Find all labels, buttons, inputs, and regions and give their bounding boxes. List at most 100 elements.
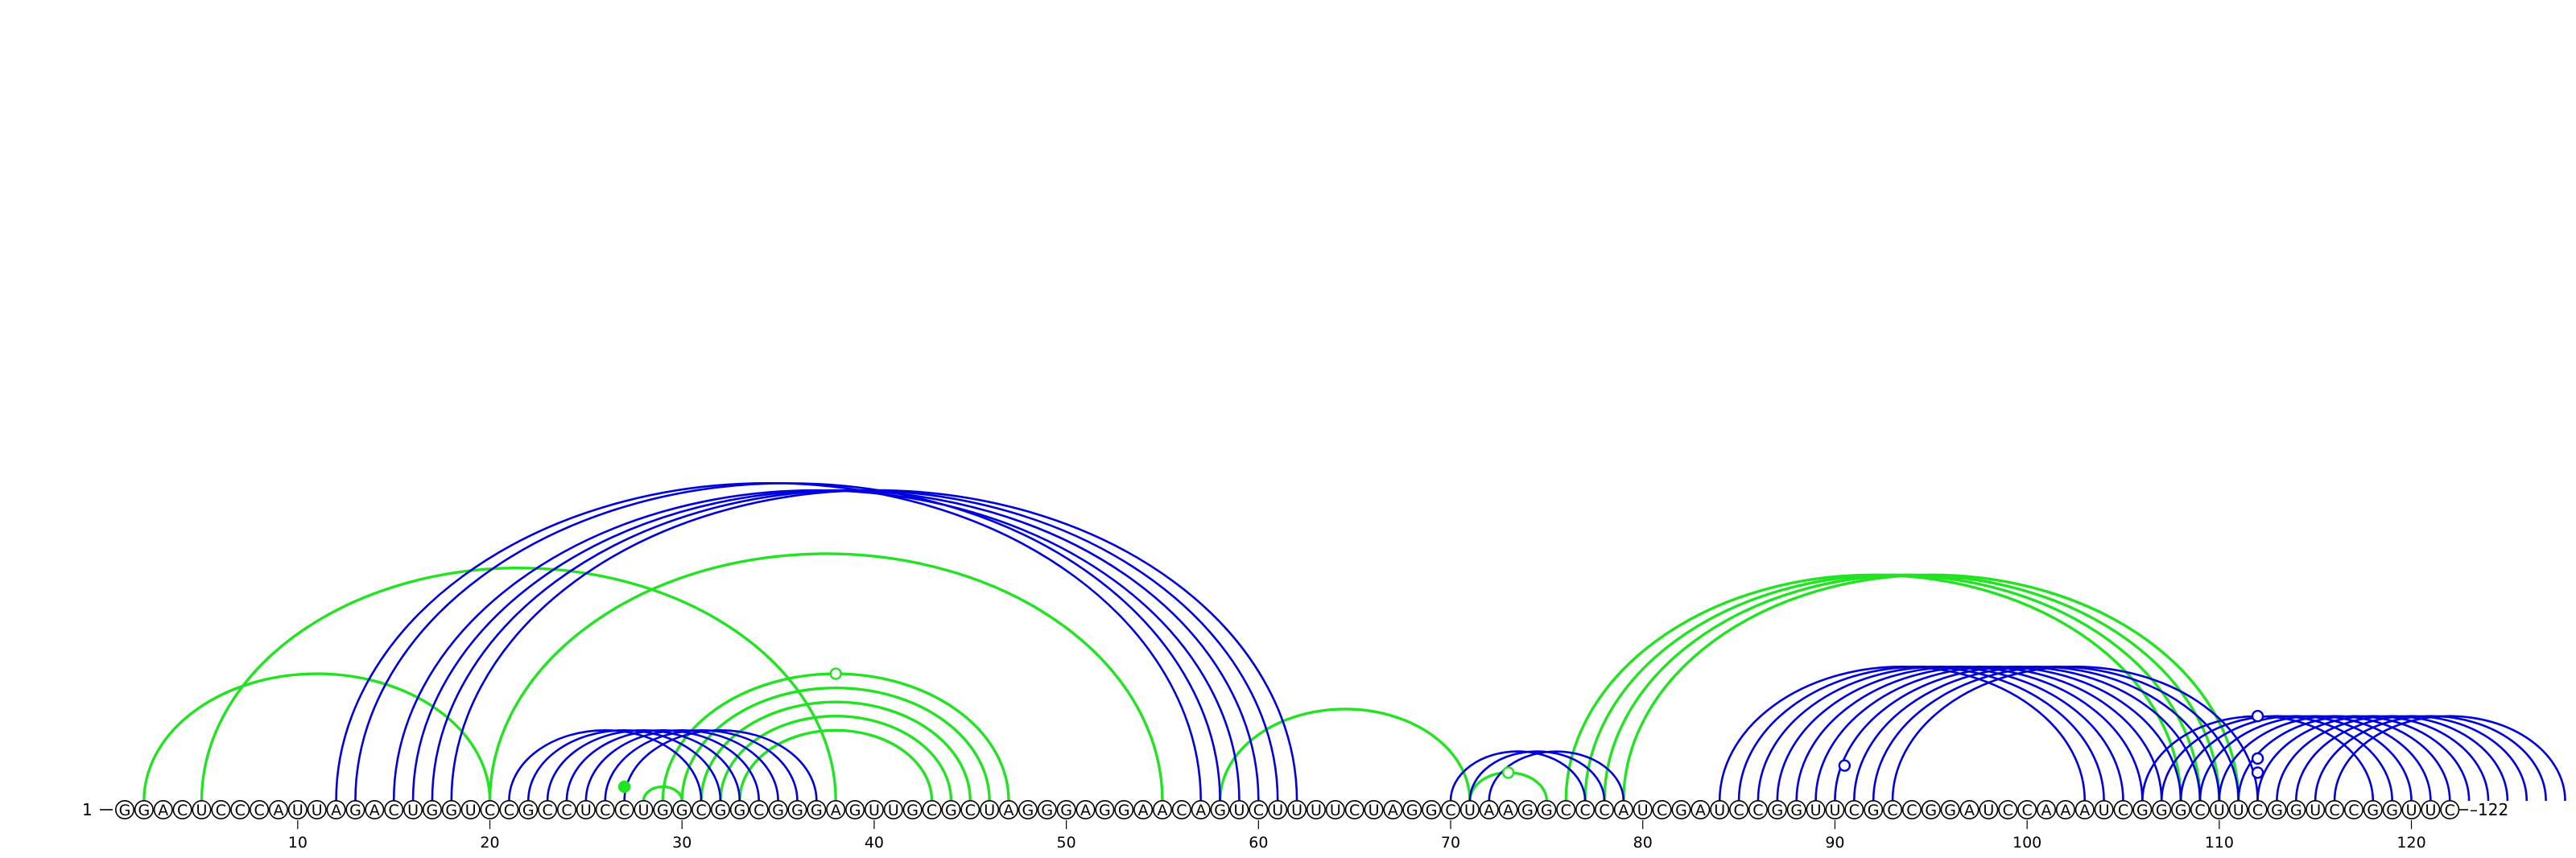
nucleotide-circle — [1748, 799, 1768, 819]
nucleotide-letter: C — [753, 802, 764, 819]
nucleotide-circle — [287, 799, 308, 819]
nucleotide-circle — [941, 799, 961, 819]
nucleotide-letter: U — [312, 802, 323, 819]
nucleotide-letter: U — [888, 802, 899, 819]
nucleotide: C — [1344, 799, 1364, 819]
nucleotide-letter: C — [927, 802, 937, 819]
nucleotide-letter: U — [1233, 802, 1245, 819]
nucleotide-letter: G — [1944, 802, 1956, 819]
blue-base-pair-arc — [2295, 715, 2529, 802]
nucleotide-letter: C — [1349, 802, 1360, 819]
nucleotide: U — [2421, 799, 2441, 819]
nucleotide-circle — [134, 799, 154, 819]
nucleotide: G — [1864, 799, 1884, 819]
nucleotide-letter: U — [465, 802, 477, 819]
nucleotide: C — [557, 799, 577, 819]
nucleotide-letter: U — [1272, 802, 1283, 819]
nucleotide: U — [883, 799, 903, 819]
blue-base-pair-arc — [2198, 715, 2432, 802]
green-base-pair-arc — [200, 566, 837, 802]
nucleotide: U — [2209, 799, 2229, 819]
nucleotide-circle — [1344, 799, 1364, 819]
nucleotide: C — [384, 799, 404, 819]
blue-base-pair-arc — [450, 489, 1298, 802]
nucleotide-circle — [1075, 799, 1096, 819]
nucleotide-letter: G — [1060, 802, 1072, 819]
nucleotide-letter: G — [791, 802, 803, 819]
nucleotide-circle — [2094, 799, 2114, 819]
nucleotide-circle — [268, 799, 288, 819]
nucleotide-circle — [2306, 799, 2326, 819]
nucleotide: U — [1806, 799, 1826, 819]
blue-base-pair-arc — [584, 728, 779, 802]
nucleotide-circle — [153, 799, 173, 819]
nucleotide: U — [1229, 799, 1249, 819]
nucleotide: U — [192, 799, 212, 819]
nucleotide: C — [1594, 799, 1614, 819]
nucleotide-letter: G — [1426, 802, 1438, 819]
nucleotide-letter: G — [2367, 802, 2379, 819]
nucleotide: G — [672, 799, 692, 819]
nucleotide-letter: G — [1118, 802, 1130, 819]
nucleotide: C — [614, 799, 634, 819]
nucleotide-circle — [749, 799, 769, 819]
nucleotide-letter: G — [1041, 802, 1053, 819]
nucleotide: U — [634, 799, 654, 819]
nucleotide-letter: A — [1964, 802, 1975, 819]
blue-base-pair-arc — [431, 489, 1279, 802]
nucleotide-circle — [1806, 799, 1826, 819]
nucleotide-circle — [1229, 799, 1249, 819]
nucleotide-letter: C — [177, 802, 188, 819]
axis-tick-label: 20 — [480, 834, 499, 852]
nucleotide-letter: U — [984, 802, 995, 819]
nucleotide-letter: A — [1157, 802, 1167, 819]
nucleotide-letter: U — [1311, 802, 1322, 819]
nucleotide-circle — [230, 799, 250, 819]
nucleotide-circle — [653, 799, 673, 819]
nucleotide-letter: G — [676, 802, 688, 819]
nucleotide-letter: C — [1253, 802, 1264, 819]
nucleotide-letter: G — [445, 802, 457, 819]
nucleotide: G — [441, 799, 461, 819]
nucleotide-circle — [1864, 799, 1884, 819]
nucleotide-circle — [441, 799, 461, 819]
nucleotide-circle — [2363, 799, 2383, 819]
nucleotide-circle — [1133, 799, 1154, 819]
nucleotide-letter: G — [2290, 802, 2302, 819]
nucleotide: G — [2152, 799, 2172, 819]
nucleotide: G — [768, 799, 788, 819]
nucleotide: G — [2382, 799, 2402, 819]
nucleotide: C — [2248, 799, 2268, 819]
nucleotide: C — [211, 799, 231, 819]
nucleotide: U — [287, 799, 308, 819]
nucleotide: C — [250, 799, 270, 819]
blue-base-pair-arc — [354, 481, 1221, 802]
nucleotide: U — [980, 799, 1000, 819]
nucleotide-circle — [1652, 799, 1672, 819]
nucleotide: G — [2267, 799, 2287, 819]
nucleotide: U — [1268, 799, 1288, 819]
nucleotide-circle — [2190, 799, 2210, 819]
nucleotide-circle — [845, 799, 865, 819]
nucleotide-letter: G — [119, 802, 131, 819]
nucleotide: G — [1921, 799, 1941, 819]
blue-base-pair-arc — [1468, 750, 1606, 802]
nucleotide: A — [1191, 799, 1211, 819]
nucleotide-circle — [480, 799, 500, 819]
blue-arc-marker — [2251, 752, 2264, 765]
blue-base-pair-arc — [2256, 715, 2490, 802]
green-base-pair-arc — [488, 552, 1164, 802]
nucleotide-circle — [1171, 799, 1191, 819]
nucleotide: C — [230, 799, 250, 819]
nucleotide-circle — [422, 799, 442, 819]
nucleotide: U — [1979, 799, 1999, 819]
nucleotide-circle — [2113, 799, 2133, 819]
blue-base-pair-arc — [2237, 715, 2471, 802]
nucleotide-letter: C — [2194, 802, 2205, 819]
nucleotide-circle — [1883, 799, 1903, 819]
nucleotide-circle — [172, 799, 192, 819]
nucleotide-letter: C — [1657, 802, 1667, 819]
nucleotide-letter: C — [1733, 802, 1744, 819]
nucleotide: C — [749, 799, 769, 819]
